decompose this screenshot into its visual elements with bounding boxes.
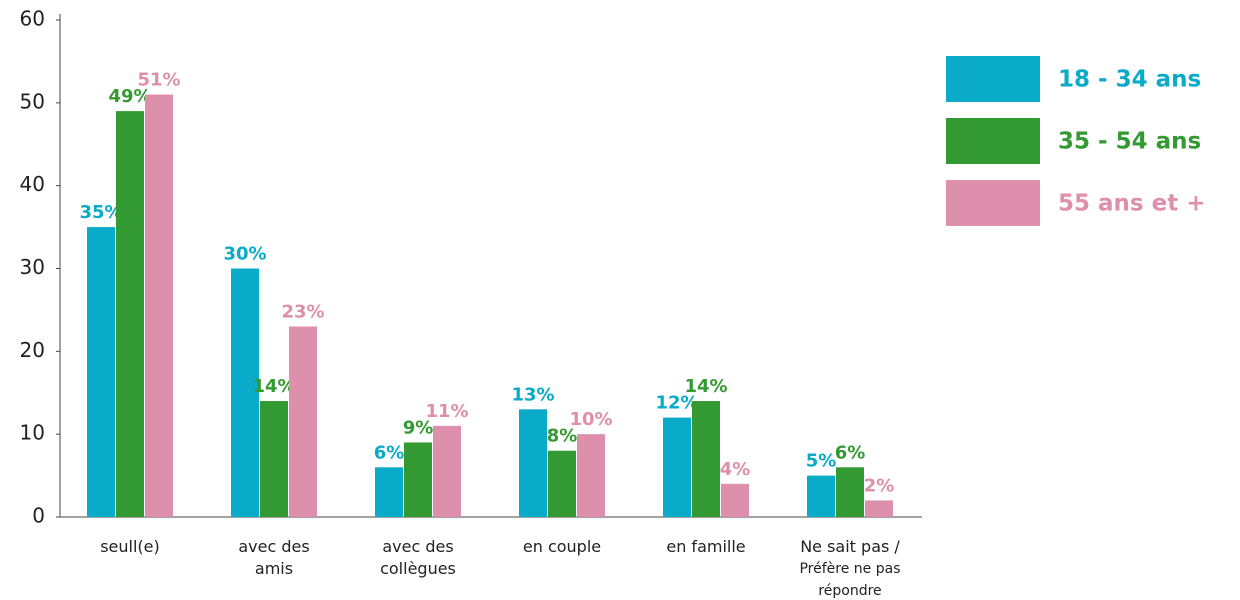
bar xyxy=(116,111,144,517)
y-tick-label: 20 xyxy=(20,338,45,362)
bar xyxy=(87,227,115,518)
value-label: 2% xyxy=(864,475,895,496)
bar xyxy=(145,94,173,518)
bar xyxy=(433,425,461,517)
bar xyxy=(807,475,835,517)
value-label: 35% xyxy=(79,202,122,223)
bar xyxy=(692,401,720,517)
value-label: 51% xyxy=(137,70,180,91)
x-tick-label: avec des amis xyxy=(238,537,309,578)
value-label: 49% xyxy=(108,86,151,107)
y-tick-label: 30 xyxy=(20,255,45,279)
value-label: 30% xyxy=(223,244,266,265)
legend-swatch xyxy=(946,118,1040,164)
value-label: 13% xyxy=(511,384,554,405)
y-tick-label: 0 xyxy=(32,504,45,528)
y-tick-label: 60 xyxy=(20,7,45,31)
legend-label: 35 - 54 ans xyxy=(1058,129,1201,155)
bar xyxy=(404,442,432,517)
bar xyxy=(548,450,576,517)
bar xyxy=(260,401,288,517)
value-label: 12% xyxy=(655,393,698,414)
x-tick-label: seull(e) xyxy=(100,537,160,556)
value-label: 6% xyxy=(374,442,405,463)
value-label: 6% xyxy=(835,442,866,463)
x-tick-label: Ne sait pas / Préfère ne pas répondre xyxy=(799,537,900,600)
value-label: 14% xyxy=(684,376,727,397)
bar xyxy=(231,268,259,517)
legend-label: 18 - 34 ans xyxy=(1058,67,1201,93)
legend-swatch xyxy=(946,180,1040,226)
bar xyxy=(865,500,893,517)
y-tick-label: 40 xyxy=(20,172,45,196)
value-label: 10% xyxy=(569,409,612,430)
bar xyxy=(663,417,691,517)
bar xyxy=(519,409,547,517)
bar xyxy=(836,467,864,517)
value-label: 5% xyxy=(806,451,837,472)
legend-swatch xyxy=(946,56,1040,102)
value-label: 14% xyxy=(252,376,295,397)
value-label: 11% xyxy=(425,401,468,422)
x-tick-label: avec des collègues xyxy=(380,537,456,578)
value-label: 8% xyxy=(547,426,578,447)
x-tick-label: en couple xyxy=(523,537,601,556)
value-label: 9% xyxy=(403,417,434,438)
y-tick-label: 10 xyxy=(20,421,45,445)
bar xyxy=(375,467,403,517)
value-label: 4% xyxy=(720,459,751,480)
x-tick-label: en famille xyxy=(666,537,745,556)
legend-label: 55 ans et + xyxy=(1058,191,1205,217)
y-tick-label: 50 xyxy=(20,89,45,113)
bar xyxy=(289,326,317,517)
bar xyxy=(577,434,605,517)
value-label: 23% xyxy=(281,301,324,322)
bar xyxy=(721,483,749,517)
